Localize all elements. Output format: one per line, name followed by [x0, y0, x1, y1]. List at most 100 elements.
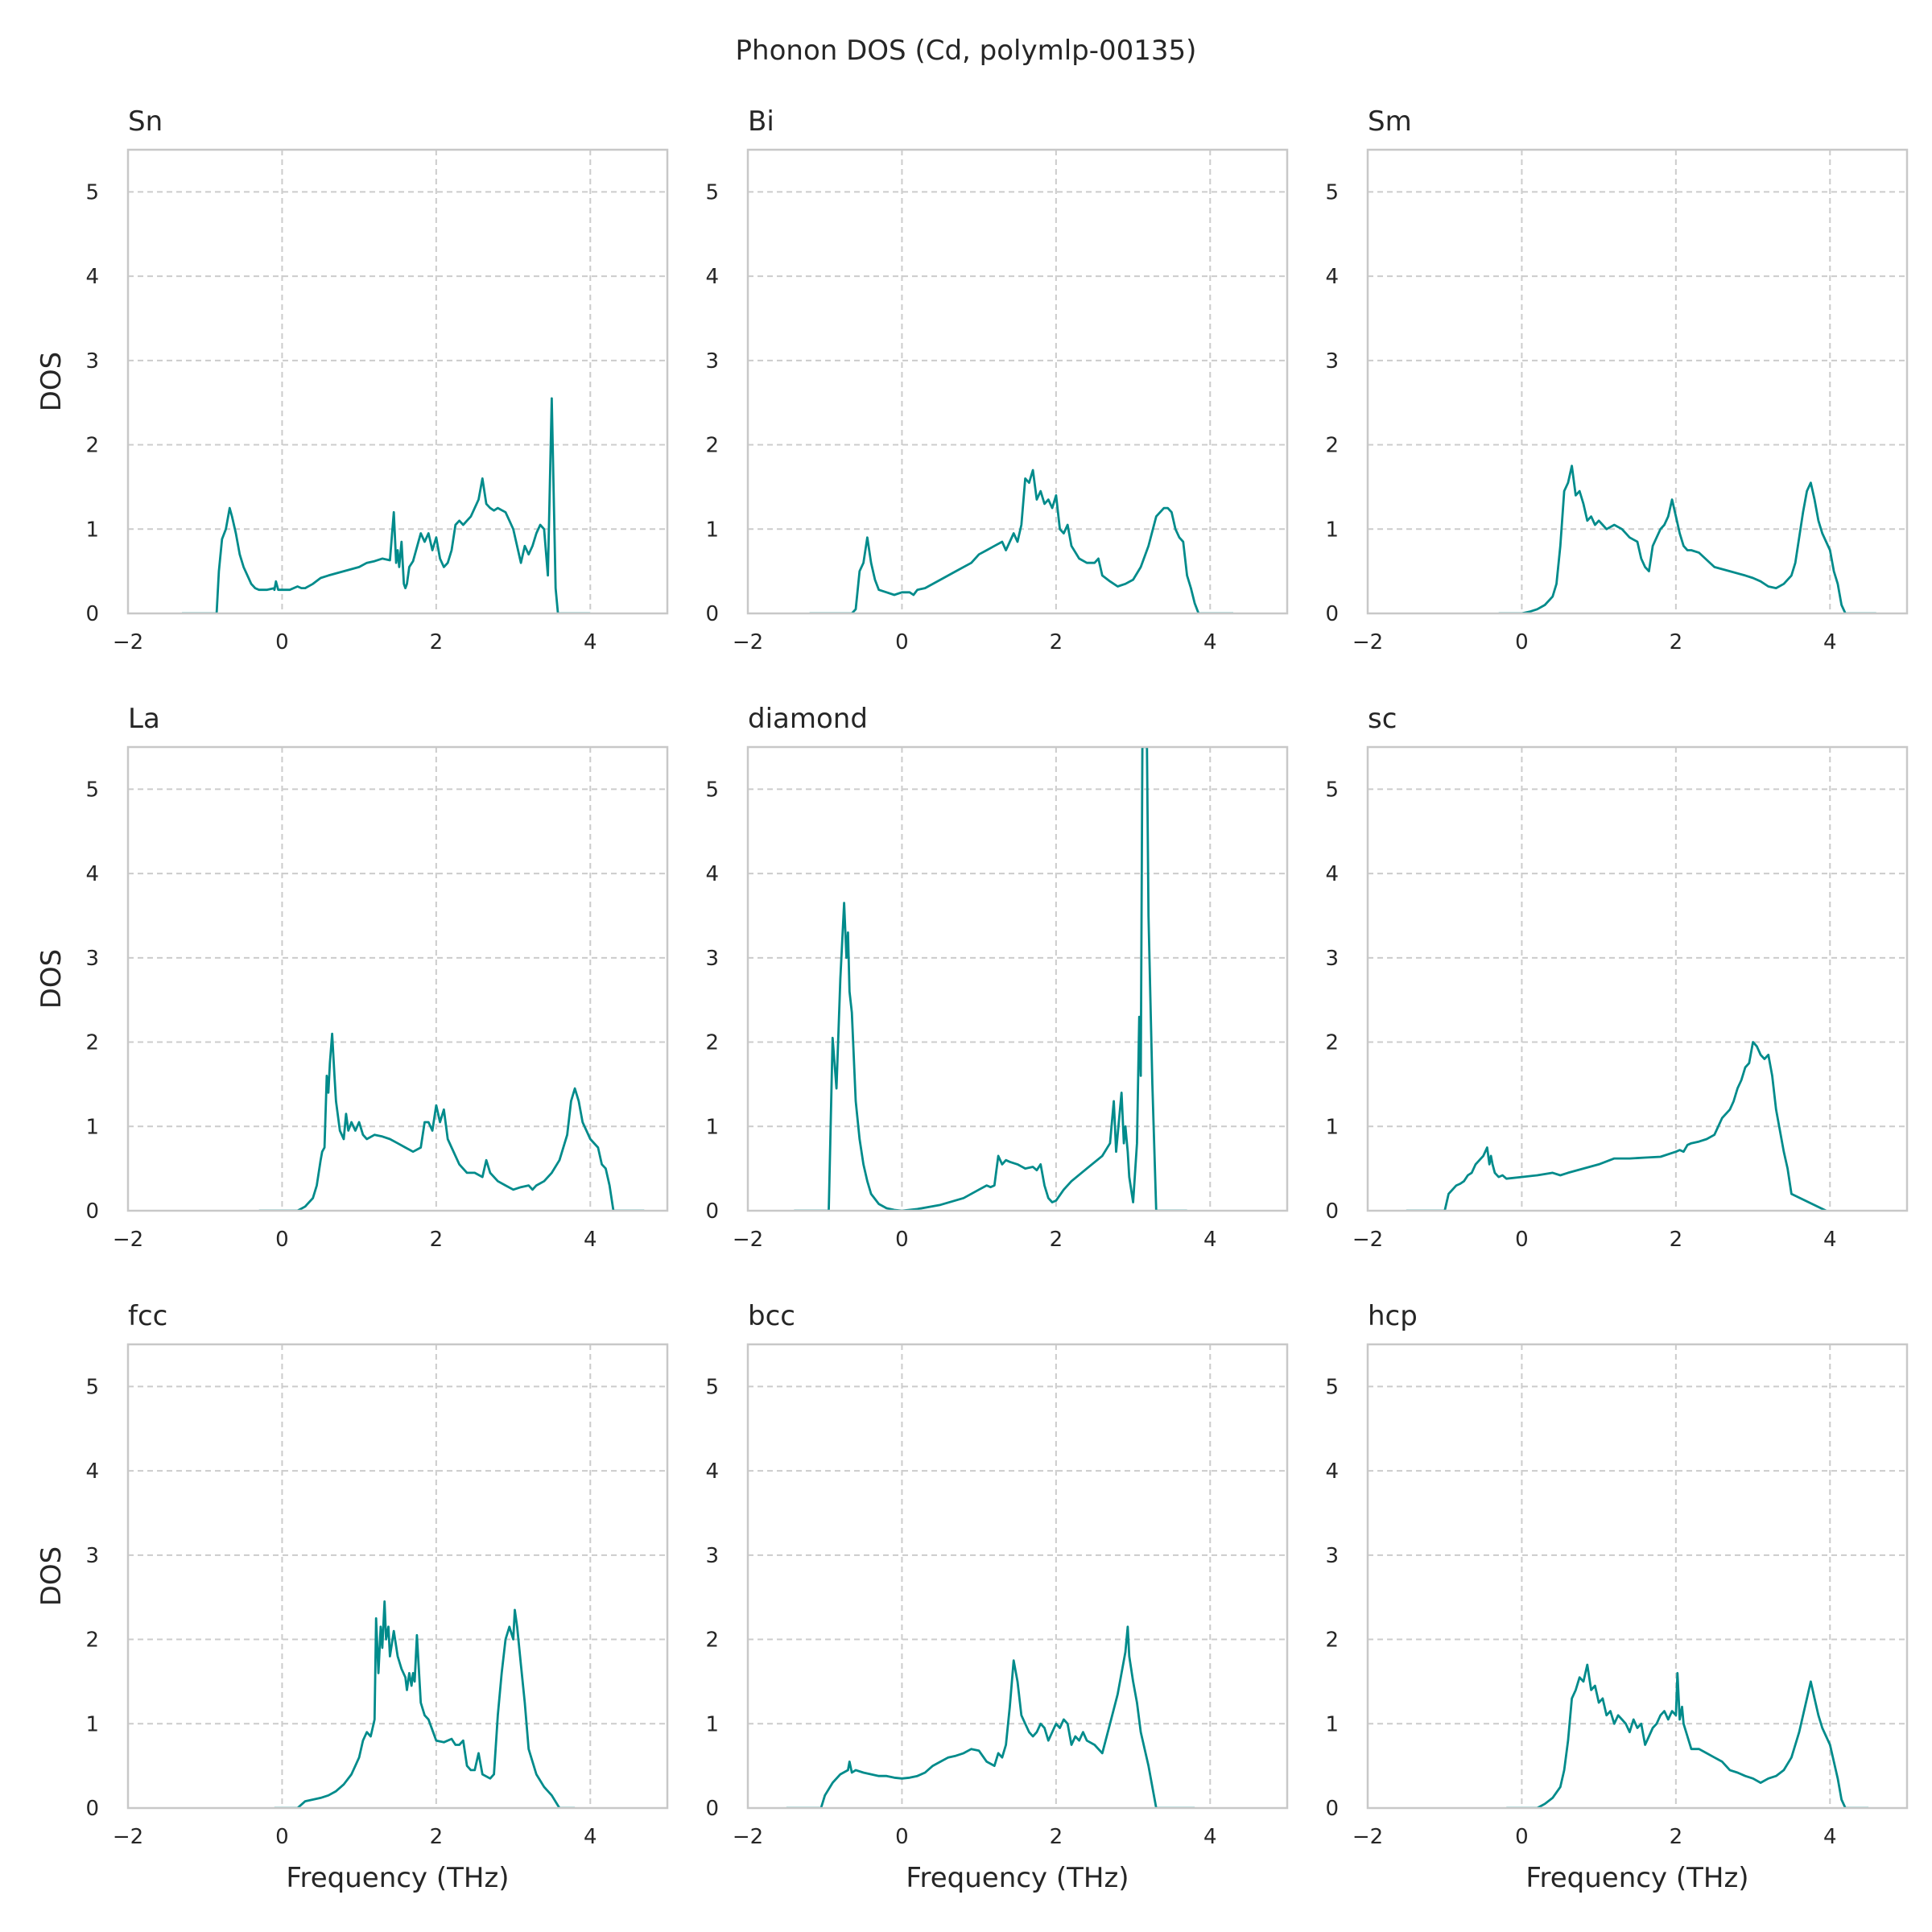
x-tick-label: −2	[113, 1228, 143, 1252]
axes-frame	[1366, 148, 1909, 615]
y-tick-label: 2	[705, 434, 719, 458]
y-tick-label: 2	[1325, 1629, 1339, 1653]
y-tick-label: 3	[705, 947, 719, 971]
y-tick-label: 4	[705, 862, 719, 886]
x-tick-label: 0	[895, 1825, 909, 1849]
y-tick-label: 5	[1325, 1375, 1339, 1399]
y-tick-label: 4	[85, 1459, 99, 1484]
axes-frame	[746, 1343, 1289, 1810]
axes-frame	[1366, 1343, 1909, 1810]
axes-frame	[1366, 745, 1909, 1212]
subplot-title: diamond	[748, 703, 868, 735]
y-axis-label: DOS	[35, 1546, 68, 1607]
subplot-title: Sn	[128, 105, 163, 138]
y-tick-label: 3	[705, 1544, 719, 1568]
axes-frame	[746, 148, 1289, 615]
axes-frame	[126, 148, 669, 615]
y-tick-label: 5	[705, 180, 719, 204]
x-tick-label: 4	[1203, 630, 1217, 654]
subplot-6: −2 0 2 4 0 1 2 3 4 5 fcc DOS Frequency (THz)	[35, 1300, 669, 1894]
y-tick-label: 2	[1325, 434, 1339, 458]
subplot-title: sc	[1368, 703, 1397, 735]
subplot-title: La	[128, 703, 160, 735]
x-tick-label: −2	[1352, 1228, 1383, 1252]
subplot-5: −2 0 2 4 0 1 2 3 4 5 sc	[1325, 703, 1909, 1252]
y-tick-label: 4	[705, 1459, 719, 1484]
y-axis-label: DOS	[35, 949, 68, 1009]
dos-line-series	[1406, 1041, 1827, 1211]
axes-frame	[746, 745, 1289, 1212]
axes-frame	[126, 745, 669, 1212]
dos-line-series	[258, 1032, 645, 1211]
y-tick-label: 5	[85, 180, 99, 204]
y-tick-label: 1	[1325, 518, 1339, 542]
x-tick-label: 2	[1050, 630, 1063, 654]
y-tick-label: 0	[1325, 1199, 1339, 1224]
x-tick-label: 0	[895, 1228, 909, 1252]
y-tick-label: 4	[1325, 265, 1339, 289]
x-tick-label: 0	[275, 630, 289, 654]
figure-suptitle: Phonon DOS (Cd, polymlp-00135)	[736, 35, 1197, 67]
y-tick-label: 3	[85, 1544, 99, 1568]
y-tick-label: 1	[1325, 1115, 1339, 1139]
y-tick-label: 1	[85, 518, 99, 542]
x-tick-label: −2	[113, 1825, 143, 1849]
y-tick-label: 4	[705, 265, 719, 289]
dos-line-series	[794, 747, 1187, 1211]
y-tick-label: 1	[705, 1712, 719, 1736]
subplot-grid: −2 0 2 4 0 1 2 3 4 5 Sn DOS −2 0 2 4 0 1 2 3 4 5 Bi −2 0 2 4 0 1 2 3 4 5…	[35, 105, 1909, 1894]
subplot-1: −2 0 2 4 0 1 2 3 4 5 Bi	[705, 105, 1289, 654]
x-tick-label: 4	[1823, 630, 1837, 654]
y-tick-label: 5	[1325, 180, 1339, 204]
y-tick-label: 0	[1325, 1797, 1339, 1821]
y-tick-label: 4	[85, 862, 99, 886]
y-tick-label: 5	[705, 778, 719, 802]
y-tick-label: 3	[705, 349, 719, 374]
dos-line-series	[1506, 1663, 1869, 1808]
subplot-7: −2 0 2 4 0 1 2 3 4 5 bcc Frequency (THz)	[705, 1300, 1289, 1894]
x-tick-label: 4	[584, 630, 597, 654]
y-tick-label: 2	[705, 1629, 719, 1653]
subplot-4: −2 0 2 4 0 1 2 3 4 5 diamond	[705, 703, 1289, 1252]
y-tick-label: 1	[1325, 1712, 1339, 1736]
dos-line-series	[786, 1625, 1195, 1808]
y-tick-label: 3	[85, 349, 99, 374]
subplot-title: Bi	[748, 105, 774, 138]
x-tick-label: 0	[1515, 1825, 1529, 1849]
x-axis-label: Frequency (THz)	[286, 1862, 509, 1894]
x-tick-label: 2	[430, 1228, 444, 1252]
y-tick-label: 3	[1325, 349, 1339, 374]
x-tick-label: −2	[1352, 630, 1383, 654]
subplot-title: bcc	[748, 1300, 795, 1332]
y-tick-label: 1	[85, 1115, 99, 1139]
y-tick-label: 0	[705, 1199, 719, 1224]
x-tick-label: 4	[584, 1825, 597, 1849]
y-tick-label: 1	[705, 1115, 719, 1139]
x-tick-label: 0	[895, 630, 909, 654]
x-tick-label: −2	[733, 1825, 763, 1849]
y-tick-label: 1	[705, 518, 719, 542]
y-tick-label: 5	[85, 1375, 99, 1399]
subplot-title: hcp	[1368, 1300, 1418, 1332]
y-tick-label: 2	[1325, 1031, 1339, 1055]
y-tick-label: 0	[85, 1199, 99, 1224]
x-tick-label: 0	[275, 1825, 289, 1849]
subplot-2: −2 0 2 4 0 1 2 3 4 5 Sm	[1325, 105, 1909, 654]
x-tick-label: 4	[1203, 1825, 1217, 1849]
y-tick-label: 0	[1325, 602, 1339, 626]
x-tick-label: 4	[584, 1228, 597, 1252]
dos-line-series	[809, 469, 1233, 613]
y-tick-label: 2	[85, 1031, 99, 1055]
x-tick-label: 0	[1515, 1228, 1529, 1252]
y-tick-label: 0	[85, 1797, 99, 1821]
x-tick-label: 2	[1050, 1825, 1063, 1849]
x-tick-label: 2	[430, 1825, 444, 1849]
y-tick-label: 2	[85, 1629, 99, 1653]
x-tick-label: 4	[1823, 1228, 1837, 1252]
y-tick-label: 2	[85, 434, 99, 458]
x-tick-label: 2	[1670, 1228, 1683, 1252]
x-tick-label: −2	[1352, 1825, 1383, 1849]
y-axis-label: DOS	[35, 352, 68, 412]
